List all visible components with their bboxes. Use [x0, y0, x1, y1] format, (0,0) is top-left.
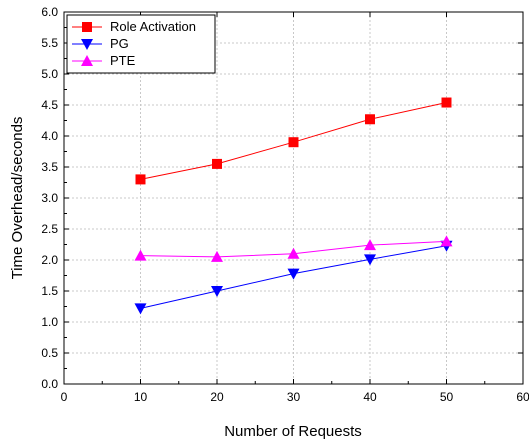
- data-point-pg: [287, 268, 300, 280]
- y-tick-label: 4.0: [41, 129, 58, 143]
- legend-label-pg: PG: [110, 36, 129, 51]
- data-point-pg: [134, 303, 147, 315]
- data-point-pg: [364, 254, 376, 266]
- legend: Role Activation PG PTE: [66, 14, 216, 74]
- x-tick-label: 40: [363, 390, 377, 404]
- series-layer: [134, 97, 453, 315]
- data-point-pg: [211, 286, 223, 297]
- data-point-pte: [287, 247, 300, 259]
- legend-marker-role-activation: [82, 22, 92, 32]
- data-point-pte: [134, 249, 147, 261]
- data-point-pte: [440, 235, 453, 247]
- data-point-role-activation: [441, 97, 452, 108]
- y-tick-label: 3.0: [41, 191, 58, 205]
- y-tick-label: 5.0: [41, 67, 58, 81]
- x-tick-label: 10: [134, 390, 148, 404]
- legend-label-pte: PTE: [110, 53, 136, 68]
- y-tick-label: 0.5: [41, 346, 58, 360]
- y-tick-label: 2.0: [41, 253, 58, 267]
- series-role-activation: [135, 97, 452, 185]
- y-axis-title: Time Overhead/seconds: [9, 117, 26, 280]
- y-tick-label: 6.0: [41, 5, 58, 19]
- y-tick-label: 5.5: [41, 36, 58, 50]
- y-tick-label: 1.0: [41, 315, 58, 329]
- legend-marker-pg: [81, 39, 93, 50]
- data-point-role-activation: [288, 137, 299, 148]
- x-tick-label: 60: [516, 390, 529, 404]
- y-tick-label: 3.5: [41, 160, 58, 174]
- x-axis-title: Number of Requests: [224, 423, 362, 440]
- data-point-role-activation: [135, 174, 146, 185]
- x-tick-label: 30: [287, 390, 301, 404]
- data-point-pte: [364, 239, 376, 251]
- data-point-role-activation: [365, 114, 375, 125]
- y-tick-label: 1.5: [41, 284, 58, 298]
- grid: [64, 12, 523, 384]
- data-point-role-activation: [212, 158, 222, 169]
- x-tick-label: 0: [61, 390, 68, 404]
- legend-marker-pte: [81, 55, 93, 66]
- axis-ticks: 0 10 20 30 40 50 60 0.0 0.5 1.0 1.5 2.0 2.5 3.0 3.5 4.0…: [41, 5, 529, 404]
- series-pte: [134, 235, 453, 262]
- data-point-pte: [211, 250, 223, 262]
- y-tick-label: 4.5: [41, 98, 58, 112]
- legend-label-role-activation: Role Activation: [110, 19, 196, 34]
- x-tick-label: 20: [210, 390, 224, 404]
- x-tick-label: 50: [440, 390, 454, 404]
- y-tick-label: 2.5: [41, 222, 58, 236]
- y-tick-label: 0.0: [41, 377, 58, 391]
